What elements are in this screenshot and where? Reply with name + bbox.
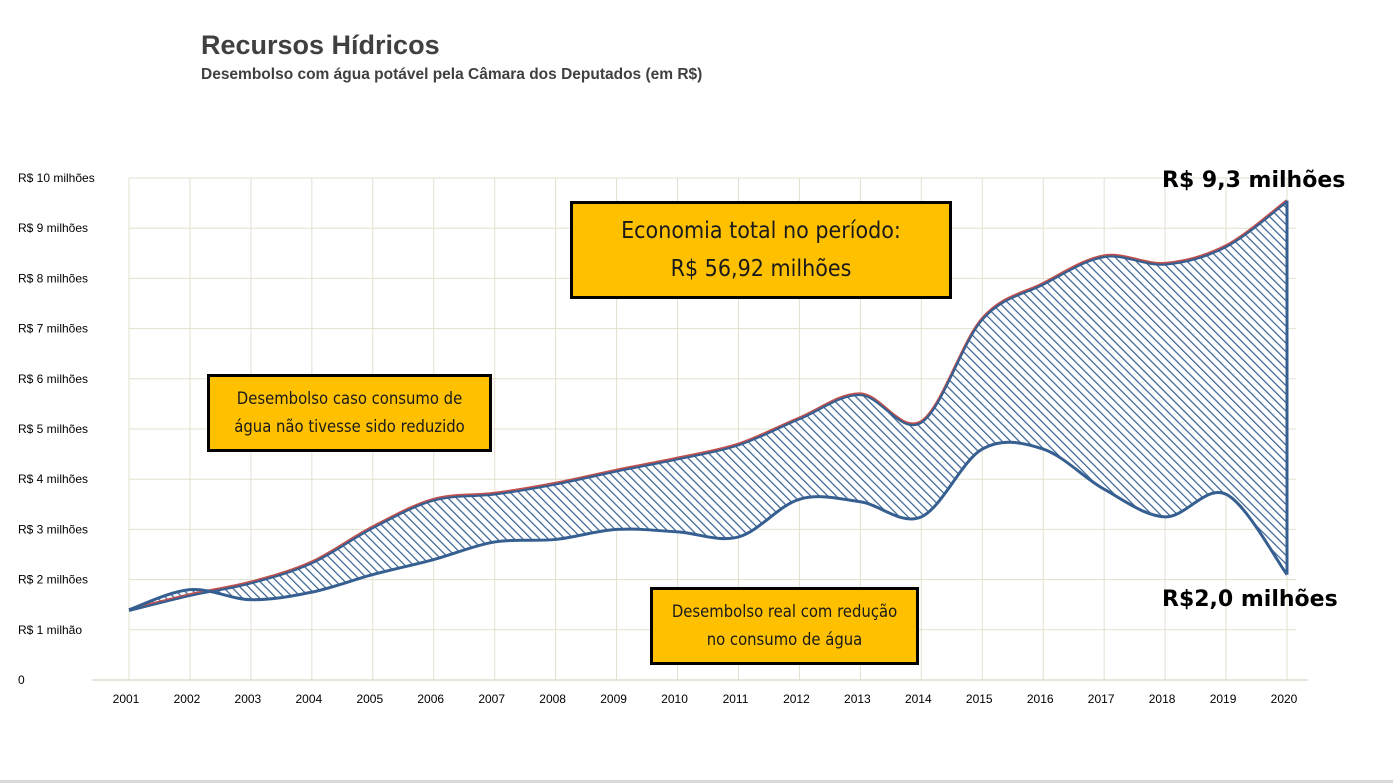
area-top-outline — [128, 200, 1288, 612]
y-tick-label: R$ 7 milhões — [18, 322, 88, 336]
y-tick-label: R$ 2 milhões — [18, 573, 88, 587]
counterfactual-callout: Desembolso caso consumo de água não tive… — [207, 374, 492, 452]
savings-area — [129, 200, 1287, 610]
total-savings-callout: Economia total no período: R$ 56,92 milh… — [570, 201, 952, 299]
x-tick-label: 2014 — [905, 692, 932, 706]
x-tick-label: 2020 — [1271, 692, 1298, 706]
x-tick-label: 2006 — [417, 692, 444, 706]
end-value-top-label: R$ 9,3 milhões — [1162, 168, 1346, 193]
total-savings-line-1: Economia total no período: — [621, 218, 901, 244]
x-tick-label: 2016 — [1027, 692, 1054, 706]
x-tick-label: 2002 — [174, 692, 201, 706]
total-savings-line-2: R$ 56,92 milhões — [670, 256, 852, 282]
x-tick-label: 2018 — [1149, 692, 1176, 706]
x-tick-label: 2003 — [235, 692, 262, 706]
x-tick-label: 2005 — [356, 692, 383, 706]
real-spending-line-2: no consumo de água — [706, 630, 863, 649]
y-tick-label: R$ 1 milhão — [18, 623, 82, 637]
counterfactual-line-2: água não tivesse sido reduzido — [234, 417, 465, 436]
real-spending-line-1: Desembolso real com redução — [671, 602, 898, 621]
chart-title: Recursos Hídricos — [201, 30, 440, 60]
page-bottom-divider — [0, 780, 1393, 783]
x-tick-label: 2015 — [966, 692, 993, 706]
x-tick-label: 2017 — [1088, 692, 1115, 706]
real-spending-line — [128, 440, 1289, 612]
x-tick-label: 2001 — [113, 692, 140, 706]
x-tick-label: 2010 — [661, 692, 688, 706]
y-tick-label: R$ 10 milhões — [18, 171, 95, 185]
y-tick-label: R$ 4 milhões — [18, 472, 88, 486]
chart-subtitle: Desembolso com água potável pela Câmara … — [201, 66, 703, 83]
end-value-bottom-label: R$2,0 milhões — [1162, 587, 1338, 612]
savings-hatch-area — [129, 200, 1287, 610]
x-tick-label: 2019 — [1210, 692, 1237, 706]
y-tick-label: R$ 6 milhões — [18, 372, 88, 386]
y-tick-label: R$ 3 milhões — [18, 522, 88, 536]
y-tick-label: 0 — [18, 673, 25, 687]
y-tick-label: R$ 9 milhões — [18, 221, 88, 235]
x-tick-label: 2008 — [539, 692, 566, 706]
x-tick-label: 2011 — [723, 692, 749, 706]
x-tick-label: 2007 — [478, 692, 505, 706]
counterfactual-line-1: Desembolso caso consumo de — [236, 389, 463, 408]
real-spending-callout: Desembolso real com redução no consumo d… — [650, 587, 919, 665]
x-tick-label: 2013 — [844, 692, 871, 706]
x-tick-label: 2012 — [783, 692, 810, 706]
y-tick-label: R$ 5 milhões — [18, 422, 88, 436]
axes: 0 R$ 1 milhão R$ 2 milhões R$ 3 milhões R$ 4… — [18, 171, 1308, 706]
x-tick-label: 2009 — [600, 692, 627, 706]
series-lines — [128, 199, 1289, 612]
y-tick-label: R$ 8 milhões — [18, 271, 88, 285]
x-tick-label: 2004 — [295, 692, 322, 706]
